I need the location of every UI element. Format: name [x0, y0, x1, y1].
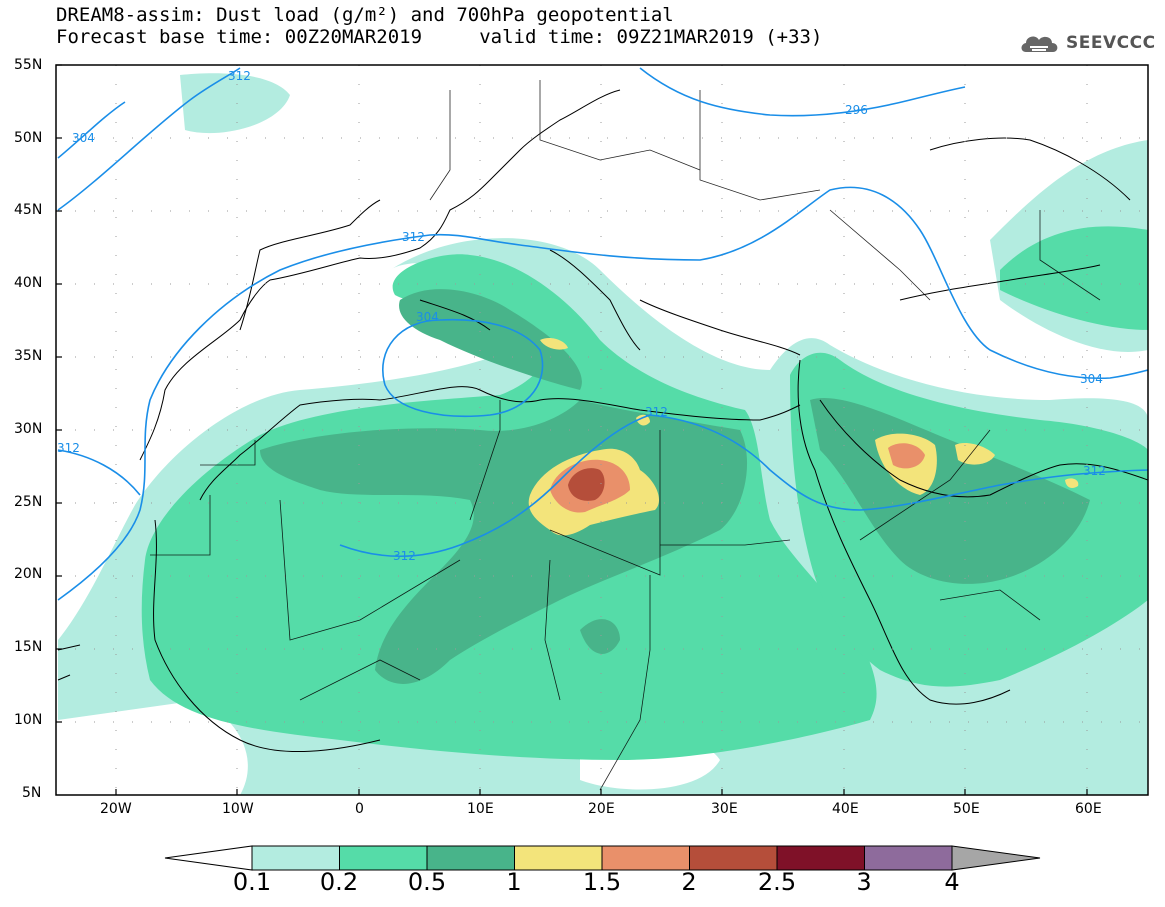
seevccc-logo: SEEVCCC	[1018, 30, 1156, 56]
colorbar-bin	[339, 845, 428, 871]
lat-label: 15N	[14, 639, 43, 655]
contour-label: 296	[845, 103, 868, 117]
lon-label: 10E	[467, 801, 494, 817]
colorbar-bin	[426, 845, 515, 871]
contour-label: 312	[1083, 464, 1106, 478]
contour-label: 304	[1080, 372, 1103, 386]
contour-label: 312	[393, 549, 416, 563]
lon-label: 10W	[222, 801, 254, 817]
coastlines	[57, 89, 1148, 752]
lat-label: 45N	[14, 202, 43, 218]
lat-label: 40N	[14, 275, 43, 291]
colorbar-label: 3	[856, 868, 872, 896]
colorbar-bin	[251, 845, 340, 871]
colorbar-bin	[689, 845, 778, 871]
contour-label: 304	[416, 310, 439, 324]
lat-label: 10N	[14, 712, 43, 728]
lat-label: 25N	[14, 494, 43, 510]
colorbar-label: 1	[506, 868, 522, 896]
colorbar-label: 4	[944, 868, 960, 896]
contour-labels: 312 304 296 312 304 312 312 312 304 312	[57, 69, 1106, 563]
lon-label: 40E	[832, 801, 859, 817]
contour-label: 304	[72, 131, 95, 145]
geopotential-contours	[57, 67, 1148, 601]
colorbar-label: 0.2	[319, 868, 359, 896]
colorbar-label: 2	[681, 868, 697, 896]
lat-label: 20N	[14, 566, 43, 582]
lon-label: 60E	[1075, 801, 1102, 817]
map-area: 312 304 296 312 304 312 312 312 304 312	[56, 65, 1148, 795]
colorbar-bin	[601, 845, 690, 871]
lon-label: 0	[355, 801, 364, 817]
lon-label: 20E	[588, 801, 615, 817]
title-line-2: Forecast base time: 00Z20MAR2019 valid t…	[56, 26, 823, 48]
lon-label: 50E	[953, 801, 980, 817]
contour-label: 312	[402, 230, 425, 244]
lon-label: 30E	[711, 801, 738, 817]
colorbar-bin	[776, 845, 865, 871]
colorbar-bin	[514, 845, 603, 871]
lat-label: 55N	[14, 57, 43, 73]
colorbar-label: 0.5	[407, 868, 447, 896]
dust-layer-red	[568, 468, 605, 501]
lat-label: 35N	[14, 348, 43, 364]
contour-label: 312	[57, 441, 80, 455]
colorbar-low-arrow	[164, 845, 253, 871]
colorbar-high-arrow	[951, 845, 1041, 871]
colorbar-label: 2.5	[757, 868, 797, 896]
lat-label: 5N	[22, 785, 42, 801]
colorbar-label: 0.1	[232, 868, 272, 896]
contour-label: 312	[228, 69, 251, 83]
colorbar-label: 1.5	[582, 868, 622, 896]
map-frame	[55, 64, 1149, 796]
graticule	[56, 65, 1148, 795]
colorbar-bin	[864, 845, 953, 871]
lat-label: 30N	[14, 421, 43, 437]
contour-label: 312	[645, 405, 668, 419]
lat-label: 50N	[14, 130, 43, 146]
lon-label: 20W	[100, 801, 132, 817]
country-borders	[150, 80, 1101, 791]
logo-text: SEEVCCC	[1066, 33, 1156, 53]
cloud-icon	[1021, 36, 1058, 52]
title-line-1: DREAM8-assim: Dust load (g/m²) and 700hP…	[56, 4, 674, 26]
colorbar	[164, 845, 1041, 871]
